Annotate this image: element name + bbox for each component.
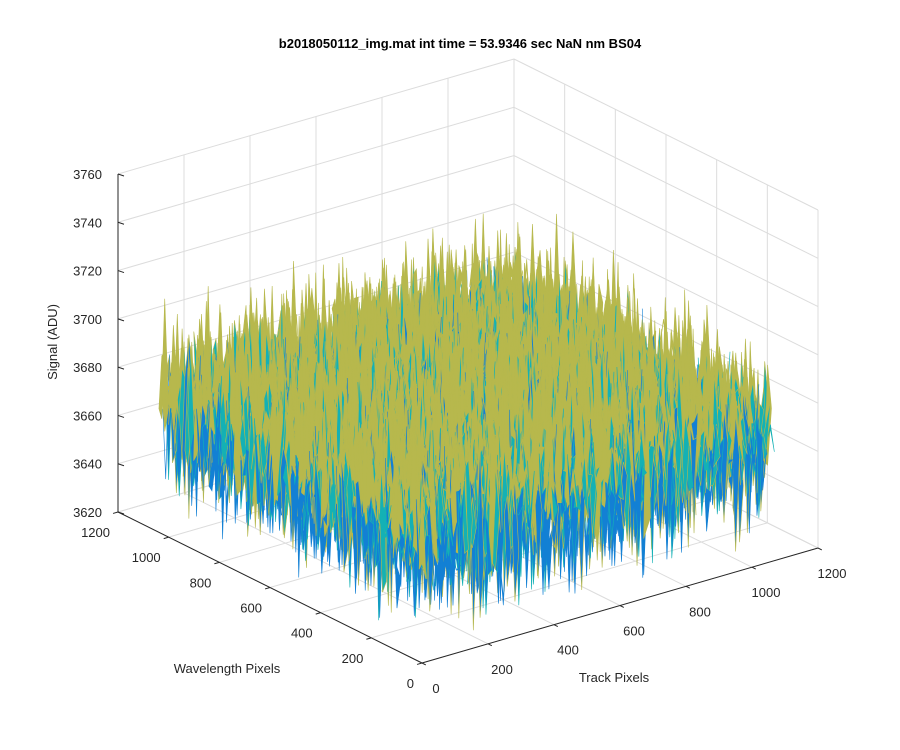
side-wall-grid-line [513, 58, 819, 211]
back-wall-grid-line [117, 58, 515, 175]
surface-patch [216, 457, 224, 476]
back-wall-grid-line [117, 106, 515, 223]
back-wall-grid-line [117, 155, 515, 272]
surface-patch [210, 409, 219, 477]
surface-patch [161, 298, 169, 432]
surface-patch [170, 325, 178, 430]
side-wall-grid-line [513, 106, 819, 259]
surface-patch [254, 418, 262, 505]
side-wall-grid-line [513, 203, 819, 356]
back-wall-grid-line [117, 203, 515, 320]
side-wall-grid-line [513, 155, 819, 308]
surface [158, 213, 775, 631]
surface-patch [213, 393, 221, 500]
surface-patch [239, 415, 247, 460]
